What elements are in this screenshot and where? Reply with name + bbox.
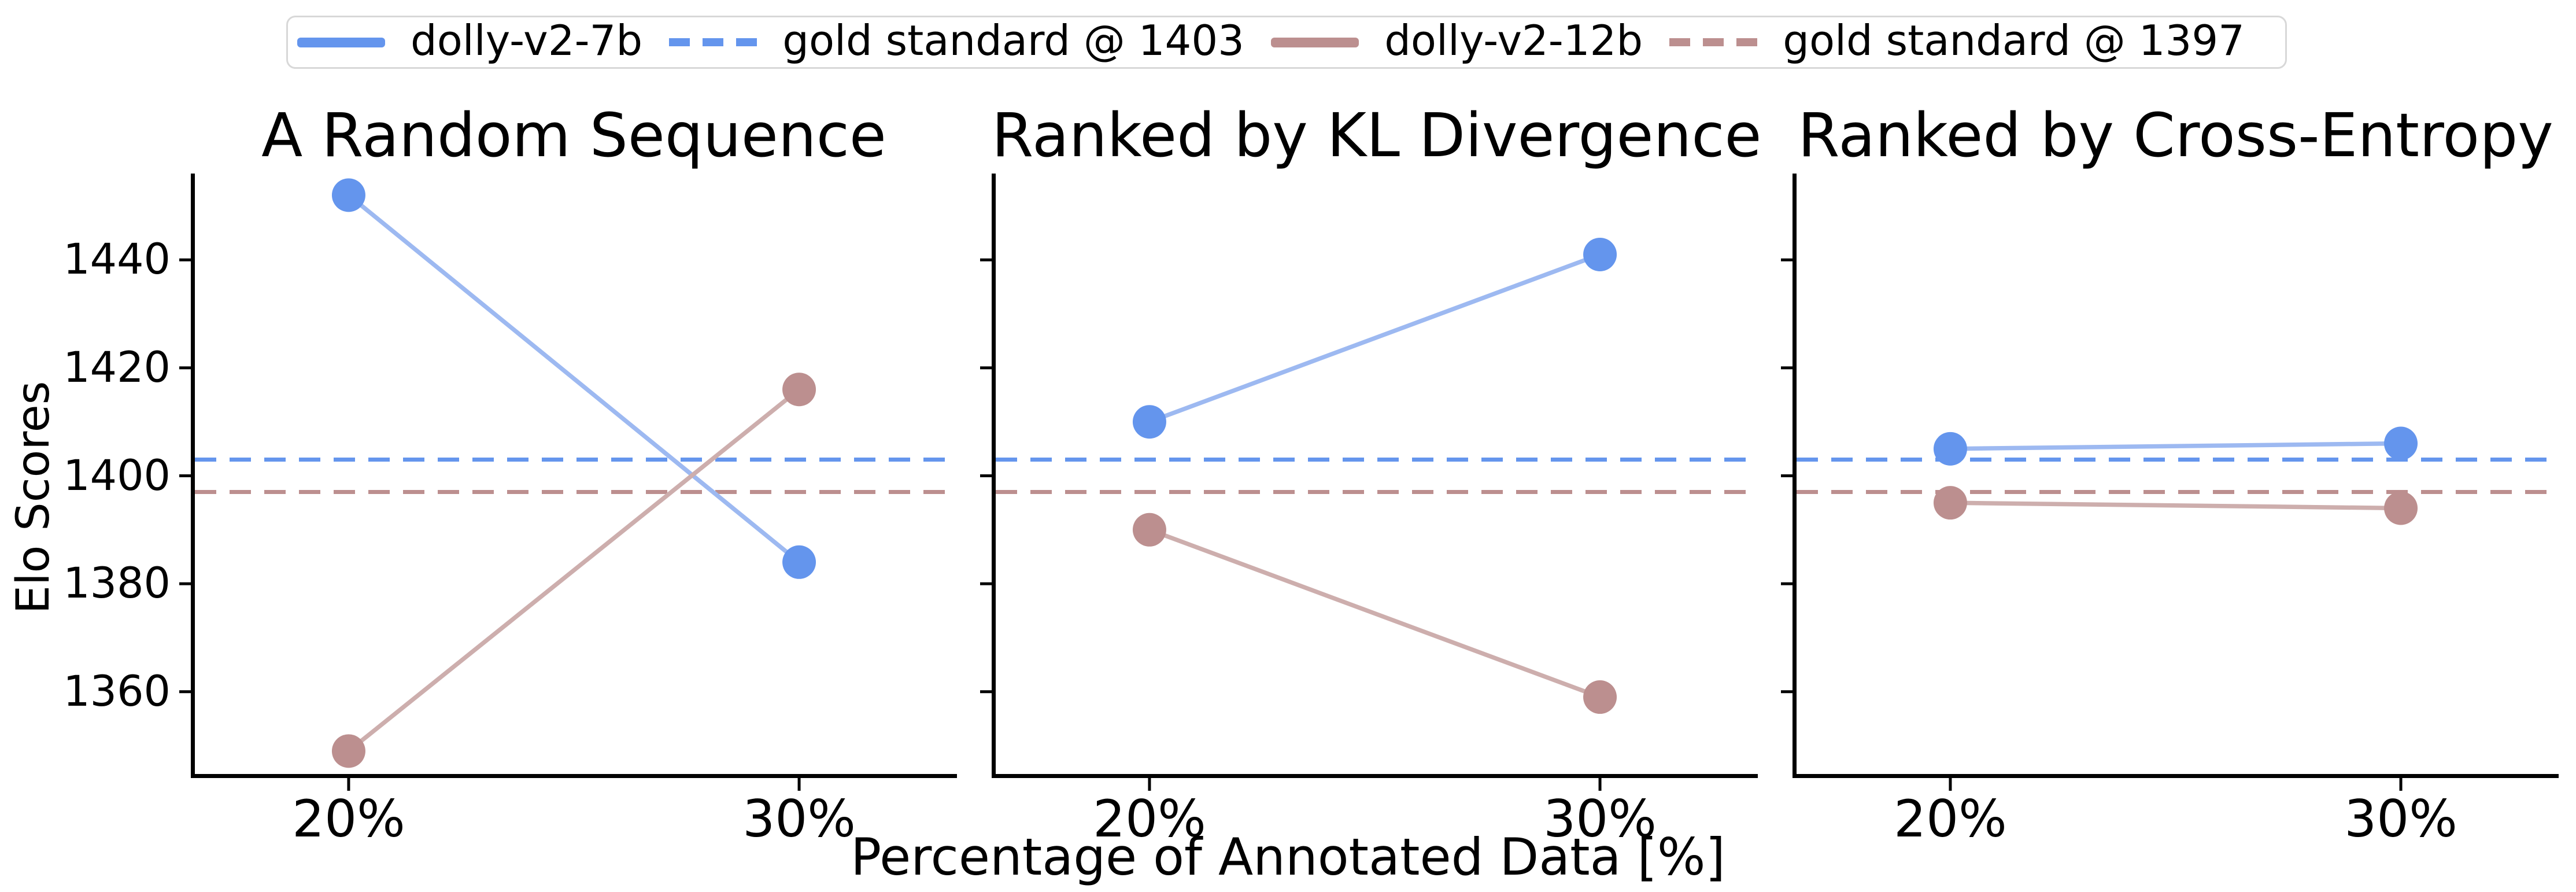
data-point-dolly-v2-12b-30% — [782, 373, 816, 407]
subplot-ranked-by-cross-entropy: Ranked by Cross-Entropy 20% 30% — [1781, 105, 2559, 845]
data-point-dolly-v2-7b-30% — [1583, 237, 1617, 271]
x-tick-label: 30% — [742, 789, 856, 849]
series-line-dolly-v2-12b — [1148, 528, 1601, 699]
legend-label: gold standard @ 1397 — [1783, 16, 2245, 65]
x-axis-label: Percentage of Annotated Data [%] — [851, 827, 1725, 887]
series-line-dolly-v2-7b — [347, 193, 801, 564]
y-tick-label: 1380 — [63, 559, 171, 609]
y-tick-label: 1360 — [63, 666, 171, 716]
x-tick-label: 20% — [1093, 789, 1206, 849]
series-line-dolly-v2-7b — [1950, 441, 2401, 451]
solid-line-swatch-icon — [297, 37, 385, 47]
data-point-dolly-v2-12b-20% — [1132, 513, 1166, 547]
y-tick-label: 1420 — [63, 342, 171, 392]
subplot-title: Ranked by KL Divergence — [992, 100, 1762, 171]
data-point-dolly-v2-7b-20% — [1132, 405, 1166, 439]
y-tick-label: 1400 — [63, 451, 171, 500]
y-tick-label: 1440 — [63, 235, 171, 285]
subplot-a-random-sequence: A Random Sequence 20% 30% 1440 1420 1400 1380 1… — [63, 105, 957, 845]
dashed-line-swatch-icon — [669, 38, 757, 46]
plot-canvas — [980, 174, 1758, 791]
data-point-dolly-v2-12b-30% — [1583, 680, 1617, 714]
legend-label: dolly-v2-12b — [1384, 16, 1643, 65]
subplot-title: A Random Sequence — [261, 100, 886, 171]
legend-item-dolly-v2-12b: dolly-v2-12b — [1271, 20, 1643, 65]
data-point-dolly-v2-12b-20% — [1933, 486, 1967, 520]
data-point-dolly-v2-12b-20% — [331, 734, 365, 768]
dashed-line-swatch-icon — [1669, 38, 1758, 46]
data-point-dolly-v2-7b-20% — [331, 178, 365, 212]
legend-box: dolly-v2-7b gold standard @ 1403 dolly-v2-… — [286, 16, 2287, 69]
data-point-dolly-v2-12b-30% — [2384, 491, 2418, 525]
series-line-dolly-v2-7b — [1148, 252, 1601, 424]
subplot-ranked-by-kl-divergence: Ranked by KL Divergence 20% 30% — [980, 105, 1762, 845]
series-line-dolly-v2-12b — [1950, 500, 2401, 511]
legend-item-gold-standard-1397: gold standard @ 1397 — [1669, 20, 2245, 65]
legend-item-dolly-v2-7b: dolly-v2-7b — [297, 20, 642, 65]
x-tick-label: 30% — [1543, 789, 1657, 849]
data-point-dolly-v2-7b-30% — [2384, 426, 2418, 460]
x-tick-label: 20% — [1894, 789, 2007, 849]
plot-canvas — [179, 174, 957, 791]
legend-label: gold standard @ 1403 — [782, 16, 1244, 65]
series-line-dolly-v2-12b — [347, 388, 801, 753]
x-tick-label: 20% — [292, 789, 405, 849]
x-tick-label: 30% — [2344, 789, 2457, 849]
legend-item-gold-standard-1403: gold standard @ 1403 — [669, 20, 1244, 65]
subplot-title: Ranked by Cross-Entropy — [1798, 100, 2553, 171]
data-point-dolly-v2-7b-20% — [1933, 432, 1967, 466]
plot-canvas — [1781, 174, 2559, 791]
legend-label: dolly-v2-7b — [411, 16, 643, 65]
data-point-dolly-v2-7b-30% — [782, 545, 816, 579]
solid-line-swatch-icon — [1271, 37, 1359, 47]
